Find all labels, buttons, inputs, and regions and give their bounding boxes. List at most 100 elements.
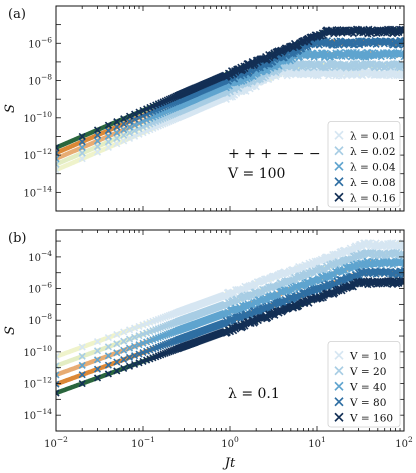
data-point	[125, 344, 134, 352]
x-axis-label: Jt	[222, 456, 236, 471]
data-point	[104, 343, 112, 351]
y-axis-label: S	[3, 104, 18, 113]
y-tick-label: 10−14	[23, 184, 52, 199]
data-point	[56, 144, 60, 152]
data-point	[93, 142, 102, 151]
data-point	[104, 121, 112, 129]
data-point	[120, 337, 128, 345]
data-point	[135, 359, 143, 367]
data-point	[161, 313, 169, 321]
data-point	[120, 120, 128, 128]
chart-panel-b: 10−2 10−1 100 101 102 10−14 10−12 10−10 10−8 10−6…	[3, 229, 413, 471]
data-point	[131, 115, 139, 123]
legend: λ = 0.01 λ = 0.02 λ = 0.04 λ = 0.08 λ = 0.16	[327, 121, 401, 208]
data-point	[161, 340, 169, 349]
data-point	[104, 352, 112, 360]
x-tick-label: 102	[395, 435, 413, 450]
y-axis-label: S	[3, 326, 18, 335]
data-point	[104, 132, 112, 140]
legend-marker	[334, 161, 344, 171]
data-point	[120, 328, 128, 336]
data-point	[113, 349, 121, 357]
y-tick-label: 10−8	[28, 312, 52, 327]
data-point	[135, 322, 143, 330]
data-point	[135, 108, 143, 116]
annotation-lambda: λ = 0.1	[228, 386, 280, 402]
series-markers-5	[56, 276, 404, 397]
data-point	[125, 362, 134, 370]
y-tick-label: 10−6	[28, 35, 52, 50]
legend-marker	[334, 397, 344, 407]
series-markers-5	[56, 25, 404, 152]
series-markers-1	[56, 239, 404, 361]
data-point	[113, 134, 121, 142]
legend-marker	[334, 350, 344, 360]
data-point	[400, 61, 404, 69]
data-point	[104, 143, 112, 152]
data-point	[135, 332, 143, 340]
data-point	[113, 367, 121, 375]
legend-label: λ = 0.08	[350, 177, 396, 189]
data-point	[78, 361, 86, 369]
data-point	[104, 126, 112, 135]
data-point	[104, 370, 112, 378]
y-ticks	[56, 5, 404, 212]
data-point	[113, 340, 121, 348]
data-point	[78, 138, 86, 146]
data-point	[125, 134, 134, 142]
y-tick-label: 10−14	[23, 407, 52, 422]
chart-panel-a: 10−14 10−12 10−10 10−8 10−6 S (a) + + + − − − V …	[3, 5, 405, 212]
data-point	[93, 365, 102, 373]
y-tick-label: 10−4	[28, 249, 52, 264]
x-tick-label: 10−1	[131, 435, 155, 450]
data-point	[56, 155, 60, 163]
series-markers-3	[56, 48, 404, 163]
legend-marker	[334, 146, 344, 156]
data-point	[163, 348, 171, 357]
panel-label: (a)	[8, 7, 26, 22]
data-point	[135, 350, 143, 358]
plot-area	[56, 25, 404, 174]
data-point	[120, 137, 128, 145]
data-point	[56, 160, 60, 168]
data-point	[400, 53, 404, 61]
legend-label: V = 20	[349, 366, 386, 378]
data-point	[161, 349, 169, 357]
data-point	[400, 250, 404, 258]
data-point	[93, 337, 102, 346]
data-point	[400, 261, 404, 269]
data-point	[163, 330, 171, 338]
y-tick-label: 10−12	[23, 147, 52, 162]
y-tick-label: 10−10	[23, 344, 52, 359]
data-point	[113, 330, 121, 339]
data-point	[113, 358, 121, 366]
y-tick-label: 10−12	[23, 376, 52, 391]
data-point	[131, 324, 139, 332]
data-point	[131, 360, 139, 369]
data-point	[93, 347, 102, 355]
data-point	[399, 50, 404, 58]
data-point	[93, 126, 102, 134]
y-tick-label: 10−8	[28, 73, 52, 88]
legend-marker	[334, 177, 344, 187]
legend-marker	[334, 192, 344, 202]
annotation-v: V = 100	[227, 166, 285, 182]
data-point	[120, 364, 128, 372]
data-point	[163, 312, 171, 320]
x-ticks	[55, 6, 405, 211]
series-markers-2	[56, 248, 404, 370]
data-point	[120, 346, 128, 354]
plot-area	[56, 239, 404, 397]
data-point	[78, 343, 86, 351]
data-point	[131, 333, 139, 341]
legend-marker	[334, 130, 344, 140]
series-markers-4	[56, 267, 404, 388]
data-point	[400, 27, 404, 35]
legend-label: V = 40	[349, 381, 386, 393]
legend-box	[327, 341, 401, 428]
data-point	[125, 112, 134, 120]
data-point	[131, 132, 139, 140]
data-point	[131, 110, 139, 118]
data-point	[139, 106, 147, 114]
